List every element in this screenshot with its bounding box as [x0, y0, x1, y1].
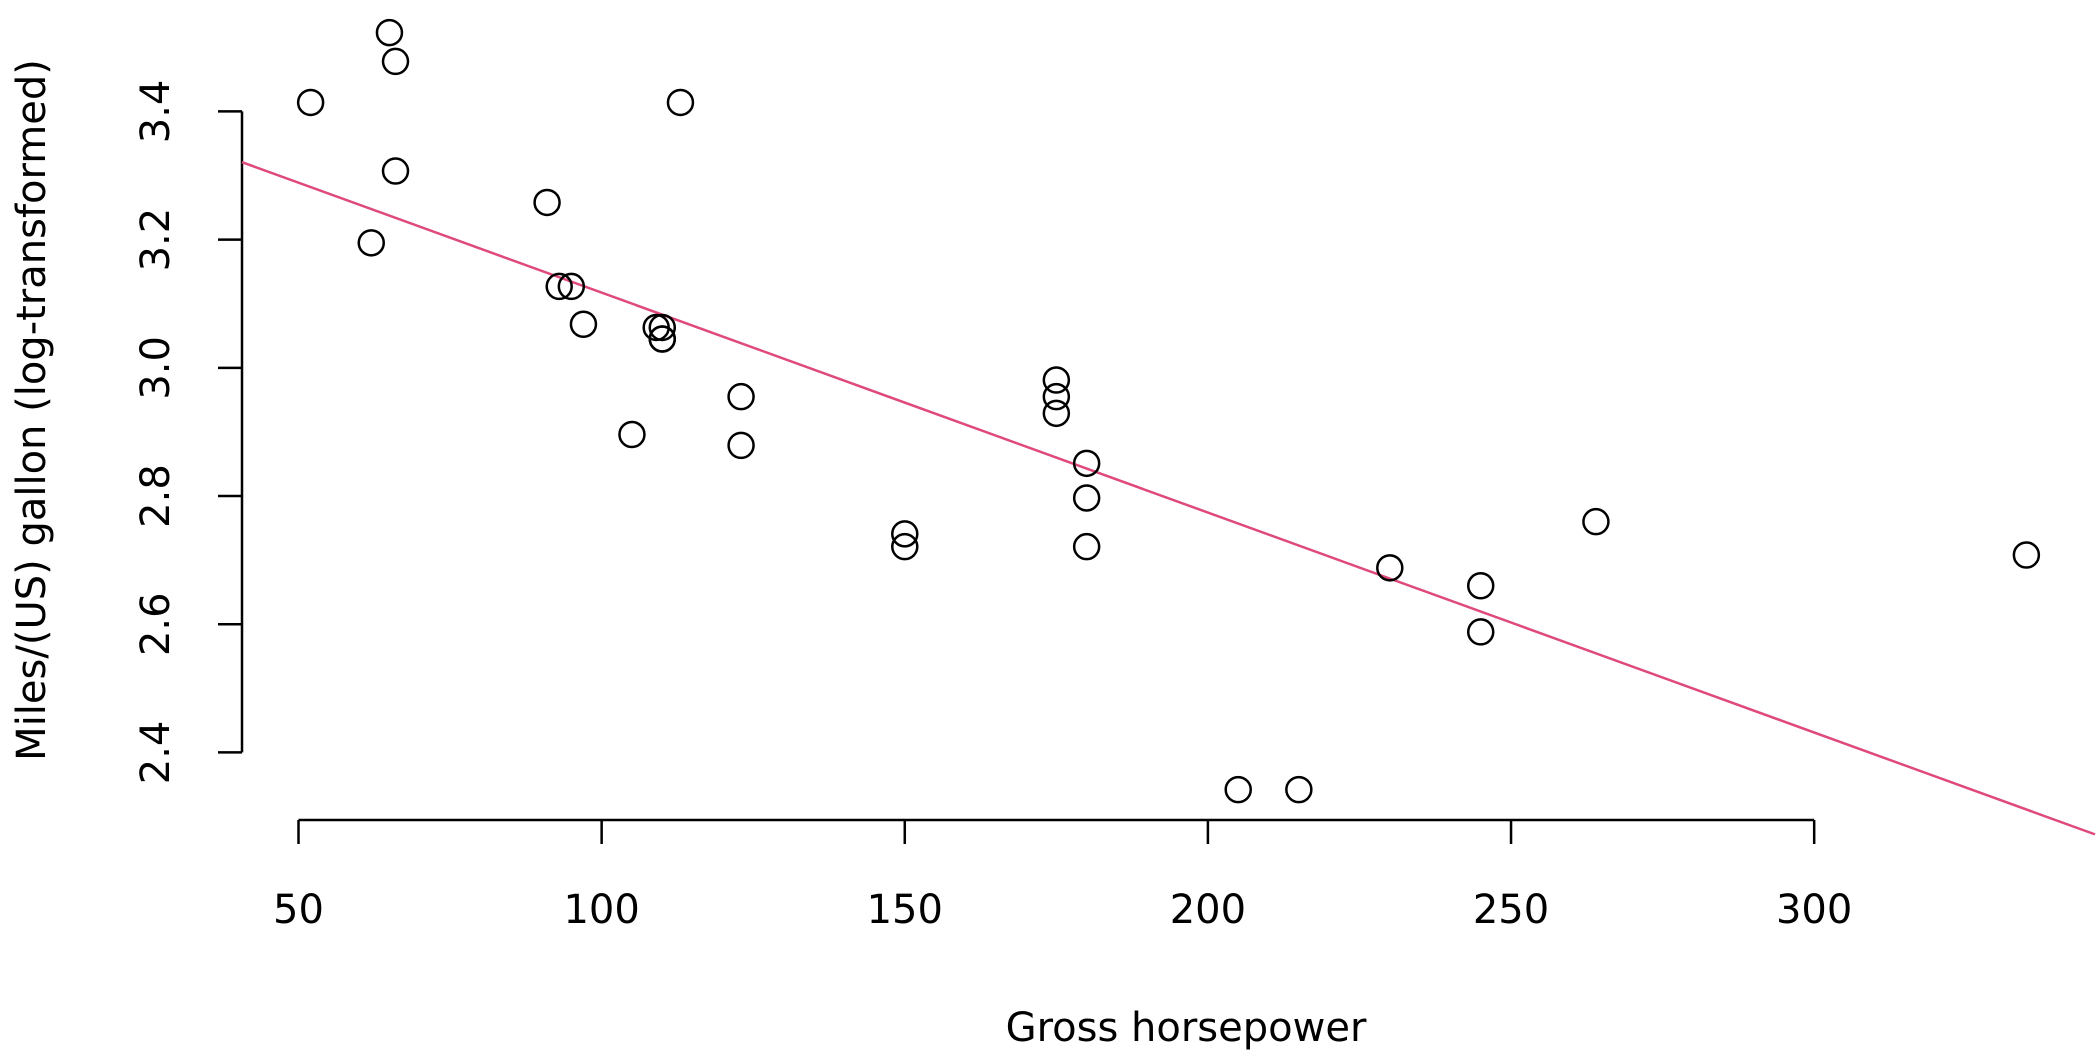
point [666, 88, 695, 117]
x-tick-label: 150 [867, 887, 943, 933]
point [648, 313, 677, 342]
point [1582, 507, 1610, 536]
y-tick-label: 3.2 [133, 208, 179, 272]
point [2012, 541, 2041, 569]
point [381, 157, 410, 185]
point [1072, 532, 1101, 561]
point [375, 18, 404, 47]
point [727, 431, 755, 460]
point [1042, 399, 1071, 428]
x-tick-label: 200 [1170, 887, 1246, 933]
point [1072, 484, 1101, 512]
y-tick-label: 2.4 [133, 721, 179, 785]
x-tick-label: 100 [563, 887, 639, 933]
y-axis-label: Miles/(US) gallon (log-transformed) [9, 59, 55, 761]
point [1042, 382, 1071, 411]
point [1072, 449, 1101, 478]
point [1376, 554, 1404, 582]
y-tick-label: 3.0 [133, 336, 179, 400]
point [1466, 618, 1495, 646]
x-tick-label: 50 [273, 887, 324, 933]
y-tick-label: 2.6 [133, 592, 179, 656]
x-tick-label: 300 [1776, 887, 1852, 933]
point [727, 382, 755, 411]
y-tick-label: 3.4 [133, 80, 179, 144]
point [618, 420, 646, 449]
point [891, 520, 919, 548]
point [296, 88, 325, 117]
point [357, 229, 386, 257]
point [642, 313, 670, 342]
point [1224, 775, 1252, 804]
trend-line [241, 160, 2096, 836]
point [891, 532, 919, 561]
point [569, 310, 598, 338]
point [1285, 775, 1313, 804]
point [381, 47, 410, 76]
point [533, 188, 561, 217]
point [557, 272, 586, 301]
y-tick-label: 2.8 [133, 464, 179, 528]
point [1042, 366, 1071, 394]
x-tick-label: 250 [1473, 887, 1549, 933]
x-axis-label: Gross horsepower [1006, 1005, 1367, 1050]
point [1466, 572, 1495, 600]
point [545, 272, 573, 301]
